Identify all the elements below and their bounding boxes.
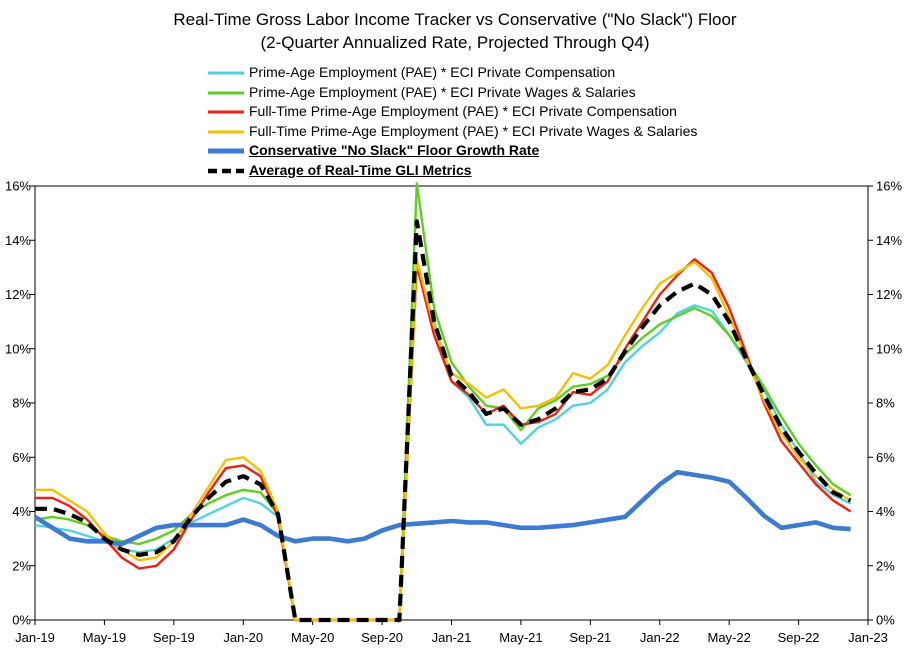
x-tick-label: Jan-21 [432,630,472,645]
y-tick-label-right: 0% [876,613,895,628]
legend-label-pae-wages: Prime-Age Employment (PAE) * ECI Private… [249,83,636,100]
y-tick-label-right: 14% [876,233,902,248]
y-tick-label-right: 8% [876,396,895,411]
y-tick-label-left: 8% [12,396,31,411]
y-tick-label-left: 0% [12,613,31,628]
legend-label-floor: Conservative "No Slack" Floor Growth Rat… [249,142,540,158]
legend-label-ft-wages: Full-Time Prime-Age Employment (PAE) * E… [249,122,698,139]
x-tick-label: May-19 [83,630,126,645]
y-tick-label-left: 10% [5,341,31,356]
y-tick-label-left: 6% [12,450,31,465]
chart-title: Real-Time Gross Labor Income Tracker vs … [173,10,737,29]
y-tick-label-left: 16% [5,179,31,194]
legend-label-ft-comp: Full-Time Prime-Age Employment (PAE) * E… [249,103,677,119]
y-tick-label-left: 14% [5,233,31,248]
chart-subtitle: (2-Quarter Annualized Rate, Projected Th… [260,33,650,52]
legend-label-average: Average of Real-Time GLI Metrics [249,161,472,178]
y-tick-label-right: 16% [876,179,902,194]
x-tick-label: Sep-22 [778,630,820,645]
y-tick-label-right: 4% [876,504,895,519]
x-tick-label: May-21 [499,630,542,645]
y-tick-label-right: 12% [876,287,902,302]
x-tick-label: Jan-20 [223,630,263,645]
x-tick-label: Sep-20 [361,630,403,645]
series-line-3 [35,258,852,622]
x-tick-label: May-20 [291,630,334,645]
x-tick-label: Sep-19 [153,630,195,645]
series-line-1 [34,182,852,622]
y-tick-label-right: 6% [876,450,895,465]
x-tick-label: May-22 [707,630,750,645]
series-line-4 [33,469,851,547]
y-tick-label-left: 12% [5,287,31,302]
x-tick-label: Jan-22 [640,630,680,645]
x-tick-label: Jan-19 [15,630,55,645]
y-tick-label-left: 4% [12,504,31,519]
y-tick-label-right: 10% [876,341,902,356]
x-tick-label: Sep-21 [569,630,611,645]
legend-label-pae-comp: Prime-Age Employment (PAE) * ECI Private… [249,64,616,80]
series-line-5 [35,219,852,623]
x-tick-label: Jan-23 [848,630,888,645]
y-tick-label-right: 2% [876,558,895,573]
y-tick-label-left: 2% [12,558,31,573]
